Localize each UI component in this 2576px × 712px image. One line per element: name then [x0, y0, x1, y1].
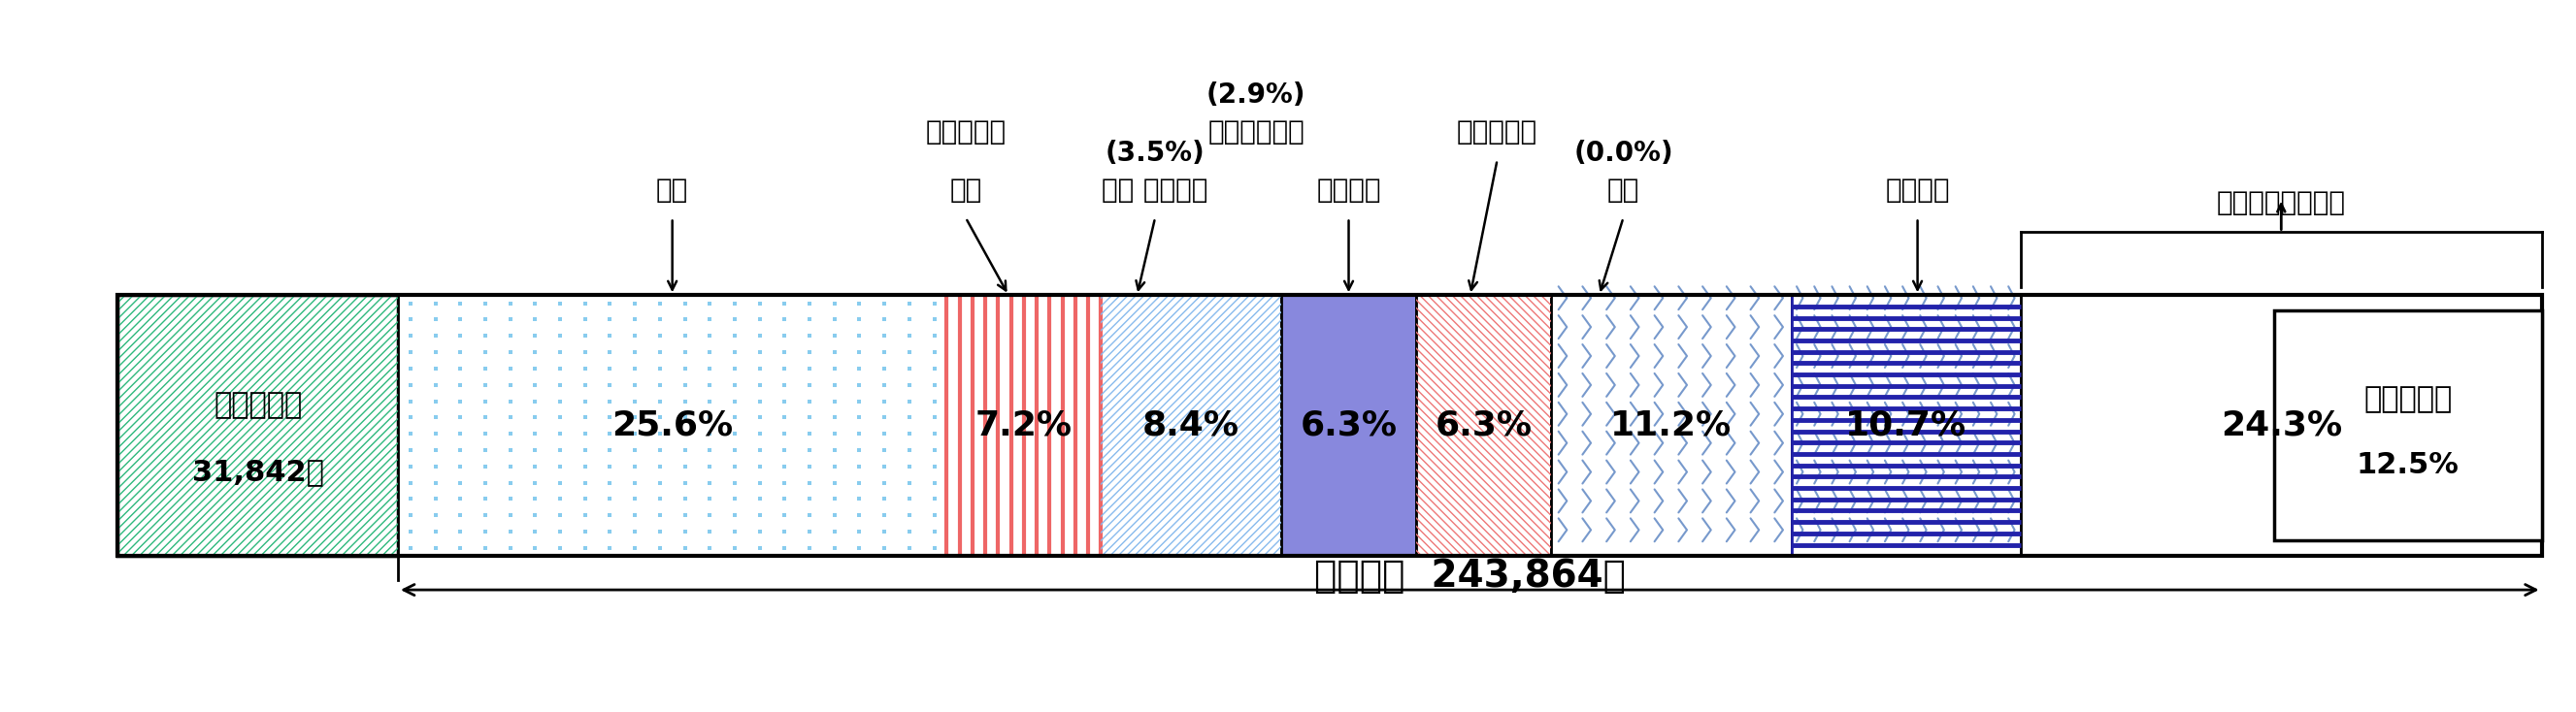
Bar [1417, 295, 1551, 556]
Bar [1790, 295, 2020, 556]
Text: 6.3%: 6.3% [1301, 409, 1396, 442]
Bar [1100, 295, 1280, 556]
Text: 教育: 教育 [1607, 176, 1638, 204]
Bar [2275, 310, 2543, 540]
Text: 6.3%: 6.3% [1435, 409, 1533, 442]
Text: (2.9%): (2.9%) [1206, 81, 1306, 109]
Text: その他の消費支出: その他の消費支出 [2218, 189, 2347, 216]
Text: 非消費支出: 非消費支出 [214, 391, 301, 419]
Text: 食料: 食料 [657, 176, 688, 204]
Text: 10.7%: 10.7% [1844, 409, 1968, 442]
Bar [1790, 295, 2020, 556]
Bar [1551, 295, 1790, 556]
Bar [1417, 295, 1551, 556]
Bar [397, 295, 948, 556]
Text: うち交際費: うち交際費 [2362, 385, 2452, 414]
Bar [1100, 295, 1280, 556]
Text: 家具 家事用品: 家具 家事用品 [1103, 176, 1208, 204]
Text: 25.6%: 25.6% [611, 409, 734, 442]
Bar [1417, 295, 1551, 556]
Text: 教養娯楽: 教養娯楽 [1886, 176, 1950, 204]
Text: 住居: 住居 [951, 176, 981, 204]
Text: 消費支出  243,864円: 消費支出 243,864円 [1314, 557, 1625, 595]
Text: 11.2%: 11.2% [1610, 409, 1731, 442]
Text: (0.0%): (0.0%) [1574, 140, 1672, 167]
Text: 被服及び履物: 被服及び履物 [1208, 118, 1303, 145]
Bar [118, 295, 397, 556]
Text: 交通・通信: 交通・通信 [1458, 118, 1538, 145]
Text: 12.5%: 12.5% [2357, 451, 2460, 478]
Bar [118, 295, 397, 556]
Text: 8.4%: 8.4% [1144, 409, 1239, 442]
Bar [2020, 295, 2543, 556]
Text: 24.3%: 24.3% [2221, 409, 2342, 442]
Text: (3.5%): (3.5%) [1105, 140, 1206, 167]
Text: 31,842円: 31,842円 [191, 459, 325, 486]
Text: 光熱・水道: 光熱・水道 [925, 118, 1007, 145]
Text: 保健医療: 保健医療 [1316, 176, 1381, 204]
Bar [948, 295, 1100, 556]
Text: 7.2%: 7.2% [976, 409, 1072, 442]
Bar [1100, 295, 1280, 556]
Bar [118, 295, 397, 556]
Bar [118, 295, 2543, 556]
Bar [1280, 295, 1417, 556]
